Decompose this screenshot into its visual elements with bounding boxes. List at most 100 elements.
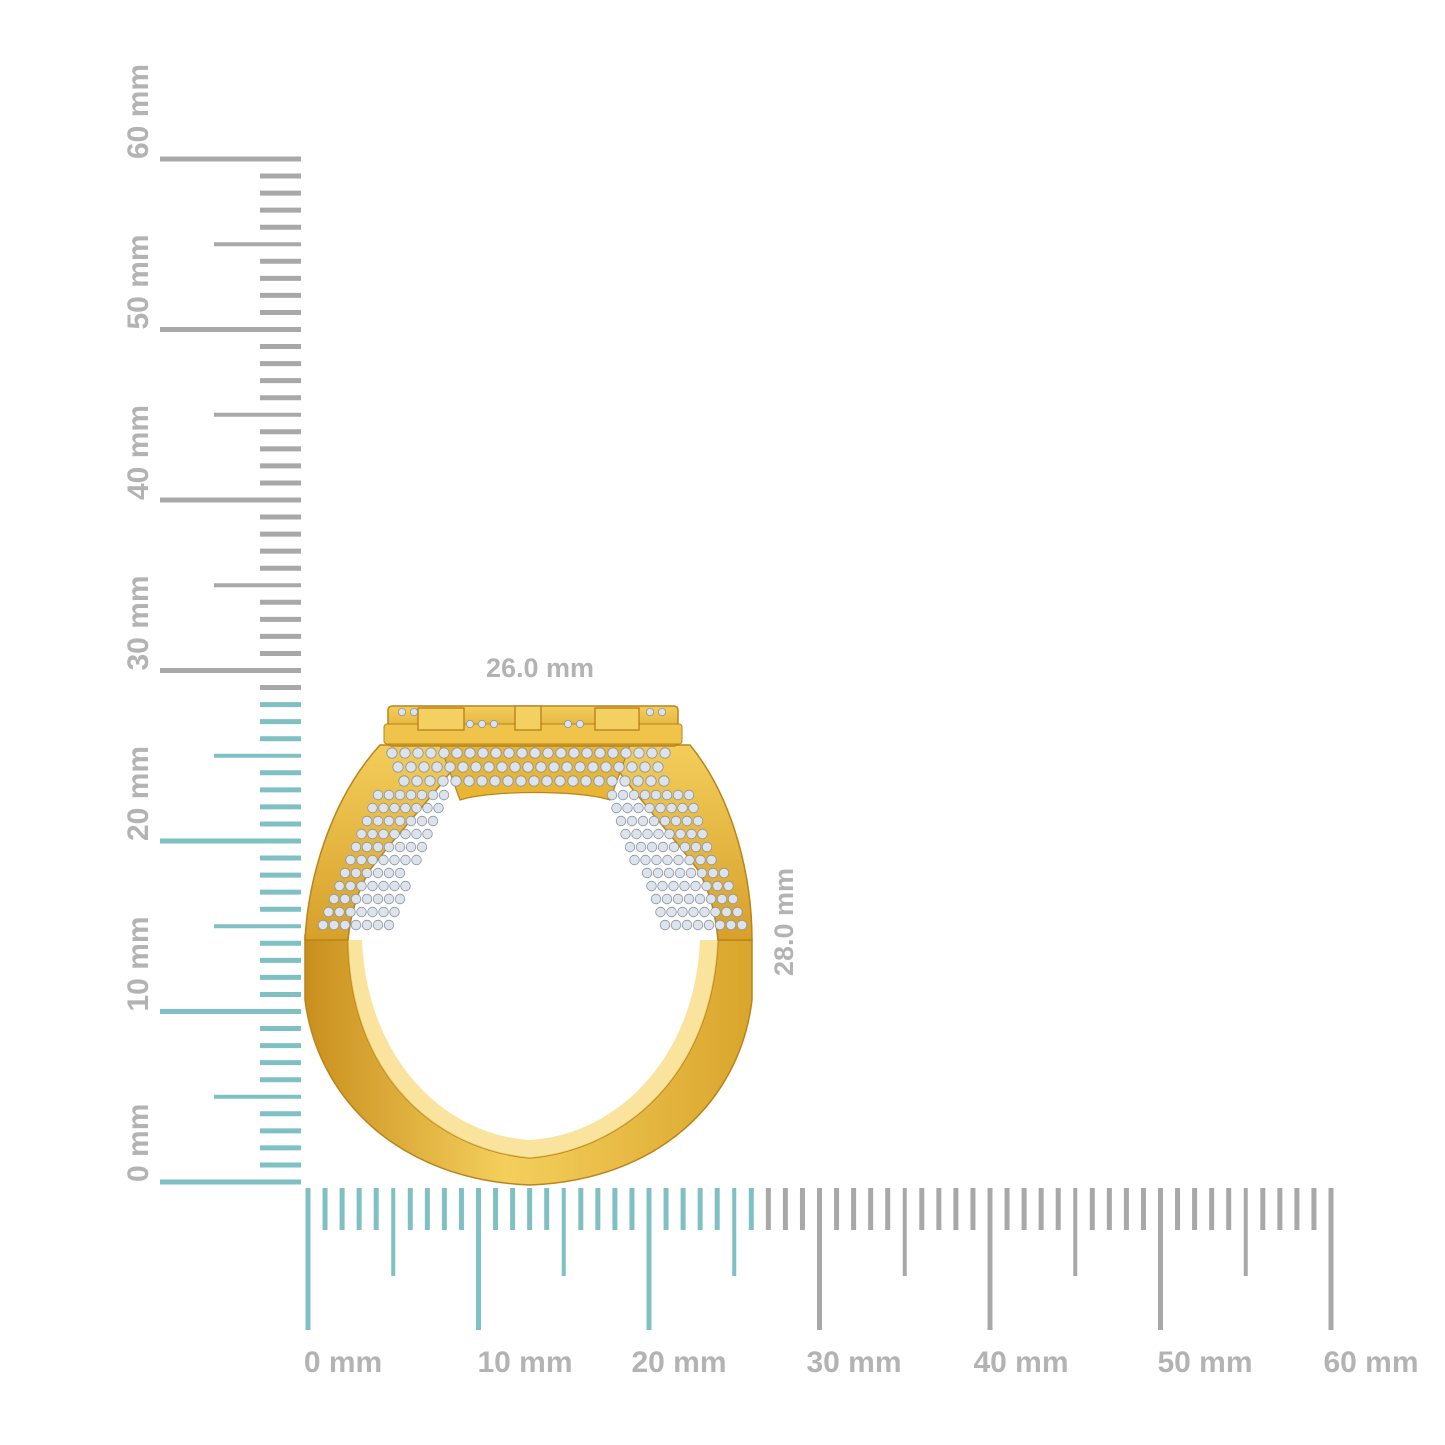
diamond-stone — [383, 919, 395, 931]
diamond-stone — [398, 775, 410, 787]
vertical-ruler-label: 40 mm — [122, 405, 155, 500]
diamond-stone — [690, 841, 702, 853]
diamond-stone — [611, 802, 622, 814]
diamond-stone — [662, 854, 673, 866]
diamond-stone — [489, 720, 498, 729]
diamond-stone — [431, 761, 443, 773]
diamond-stone — [629, 854, 640, 866]
diamond-stone — [683, 789, 695, 801]
horizontal-ruler-label: 40 mm — [973, 1346, 1068, 1379]
diamond-stone — [718, 867, 730, 879]
ring-icon — [304, 705, 753, 1186]
diamond-stone — [696, 867, 708, 879]
diamond-stone — [378, 906, 389, 918]
ring-bridge — [439, 744, 631, 801]
diamond-stone — [670, 919, 682, 931]
diamond-stone — [646, 880, 657, 892]
diamond-stone — [626, 815, 638, 827]
diamond-stone — [465, 720, 474, 729]
diamond-stone — [659, 747, 671, 759]
diamond-stone — [613, 761, 625, 773]
diamond-stone — [389, 880, 400, 892]
diamond-stone — [706, 854, 717, 866]
diamond-stone — [372, 893, 384, 905]
diamond-stone — [645, 775, 657, 787]
diamond-stone — [695, 854, 706, 866]
diamond-stone — [679, 841, 691, 853]
diamond-stone — [681, 919, 693, 931]
diamond-stone — [483, 761, 495, 773]
diamond-stone — [633, 802, 644, 814]
diamond-stone — [674, 867, 686, 879]
diamond-stone — [477, 720, 486, 729]
diamond-stone — [574, 761, 586, 773]
diamond-stone — [641, 867, 653, 879]
diamond-stone — [516, 747, 528, 759]
diamond-stone — [350, 893, 362, 905]
diamond-stone — [554, 775, 566, 787]
diamond-stone — [617, 789, 629, 801]
diamond-stone — [356, 828, 367, 840]
diamond-stone — [389, 854, 400, 866]
diamond-stone — [394, 789, 406, 801]
diamond-stone — [659, 815, 671, 827]
diamond-stone — [721, 906, 732, 918]
diamond-stone — [328, 893, 340, 905]
diamond-stone — [658, 708, 667, 717]
diamond-stone — [529, 747, 541, 759]
vertical-ruler-label: 50 mm — [122, 234, 155, 329]
diamond-stone — [438, 747, 450, 759]
diamond-stone — [350, 919, 362, 931]
diamond-stone — [433, 802, 444, 814]
diamond-stone — [668, 841, 680, 853]
diamond-stone — [607, 747, 619, 759]
diamond-stone — [697, 828, 708, 840]
diamond-stone — [476, 775, 488, 787]
vertical-ruler-label: 60 mm — [122, 64, 155, 159]
diamond-stone — [457, 761, 469, 773]
diamond-stone — [619, 775, 631, 787]
diamond-stone — [675, 828, 686, 840]
diamond-stone — [725, 919, 737, 931]
diamond-stone — [367, 854, 378, 866]
diamond-stone — [470, 761, 482, 773]
diamond-stone — [664, 828, 675, 840]
diamond-stone — [642, 828, 653, 840]
diamond-stone — [650, 893, 662, 905]
ring-band-inner — [348, 940, 718, 1158]
diamond-stone — [652, 867, 664, 879]
diamond-stone — [405, 789, 417, 801]
diamond-stone — [425, 747, 437, 759]
diamond-stone — [672, 893, 684, 905]
diamond-stone — [637, 815, 649, 827]
diamond-stone — [672, 789, 684, 801]
diamond-stone — [639, 789, 651, 801]
diamond-stone — [400, 854, 411, 866]
diamond-stone — [651, 854, 662, 866]
diamond-stone — [564, 720, 573, 729]
diamond-stone — [668, 880, 679, 892]
diamond-stone — [339, 867, 351, 879]
diamond-stone — [661, 789, 673, 801]
horizontal-ruler-labels: 0 mm 10 mm 20 mm 30 mm 40 mm 50 mm 60 mm — [304, 1346, 1419, 1379]
diamond-stone — [646, 841, 658, 853]
ring-pave-diamonds — [317, 708, 748, 931]
diamond-stone — [383, 789, 395, 801]
diamond-stone — [666, 906, 677, 918]
horizontal-ruler-label: 10 mm — [477, 1346, 572, 1379]
diamond-stone — [503, 747, 515, 759]
diamond-stone — [405, 841, 417, 853]
diamond-stone — [378, 828, 389, 840]
diamond-stone — [389, 828, 400, 840]
diamond-stone — [400, 802, 411, 814]
diamond-stone — [606, 775, 618, 787]
height-dimension-label: 28.0 mm — [769, 868, 799, 976]
diamond-stone — [477, 747, 489, 759]
diamond-stone — [703, 919, 715, 931]
diamond-stone — [701, 880, 712, 892]
horizontal-ruler-label: 0 mm — [304, 1346, 382, 1379]
diamond-stone — [681, 815, 693, 827]
diamond-stone — [438, 789, 450, 801]
diamond-stone — [736, 919, 748, 931]
diamond-stone — [416, 789, 428, 801]
